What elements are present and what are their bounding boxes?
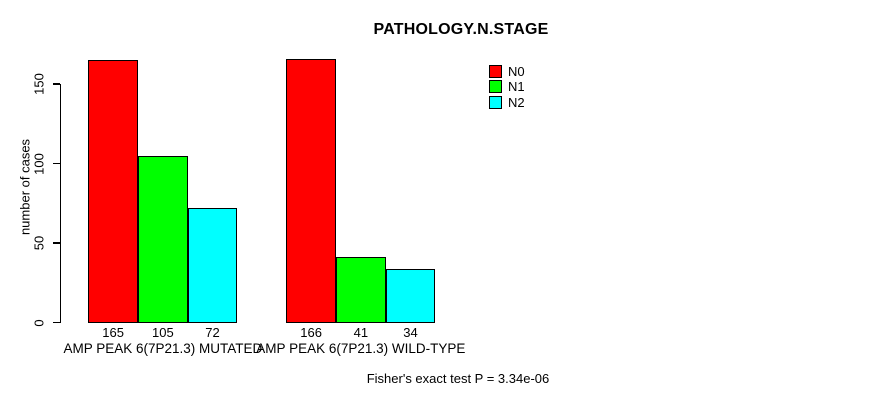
legend-color-swatch	[489, 96, 502, 110]
y-axis-tick-label-text: 150	[31, 73, 47, 95]
bar-n0-group2	[286, 58, 336, 323]
legend-item-label: N0	[508, 63, 525, 79]
y-axis-tick-label-text: 100	[31, 152, 47, 175]
legend-item-label: N2	[508, 95, 525, 111]
legend-item-n0: N0	[489, 63, 525, 79]
bar-n1-group1	[138, 155, 188, 323]
legend-color-swatch	[489, 64, 502, 78]
bar-value-label: 72	[205, 325, 220, 340]
annotation-text: Fisher's exact test P = 3.34e-06	[366, 371, 550, 386]
y-axis-line	[59, 84, 61, 323]
bar-n1-group2	[336, 257, 386, 323]
y-axis-tick	[52, 83, 60, 85]
bar-n2-group2	[385, 268, 436, 323]
legend-color-swatch	[489, 80, 502, 94]
legend-item-n2: N2	[489, 95, 525, 111]
bar-value-label: 105	[151, 325, 174, 340]
bar-value-label: 165	[102, 325, 124, 340]
y-axis-tick	[52, 162, 60, 165]
legend-item-n1: N1	[489, 79, 525, 95]
bar-value-label: 166	[300, 325, 322, 340]
y-axis-title-text: number of cases	[17, 138, 33, 236]
bar-value-label: 34	[403, 325, 418, 340]
legend-item-label: N1	[508, 79, 525, 95]
bar-value-label: 41	[353, 325, 369, 340]
chart-title: PATHOLOGY.N.STAGE	[373, 21, 549, 38]
bar-n0-group1	[88, 60, 138, 323]
y-axis-tick-label-text: 0	[31, 319, 47, 327]
x-category-label-1: AMP PEAK 6(7P21.3) MUTATED	[63, 341, 263, 356]
y-axis-tick	[52, 321, 60, 324]
bar-n2-group1	[187, 208, 238, 323]
y-axis-tick	[52, 242, 60, 244]
y-axis-tick-label-text: 50	[31, 235, 47, 251]
x-category-label-2: AMP PEAK 6(7P21.3) WILD-TYPE	[256, 341, 466, 356]
